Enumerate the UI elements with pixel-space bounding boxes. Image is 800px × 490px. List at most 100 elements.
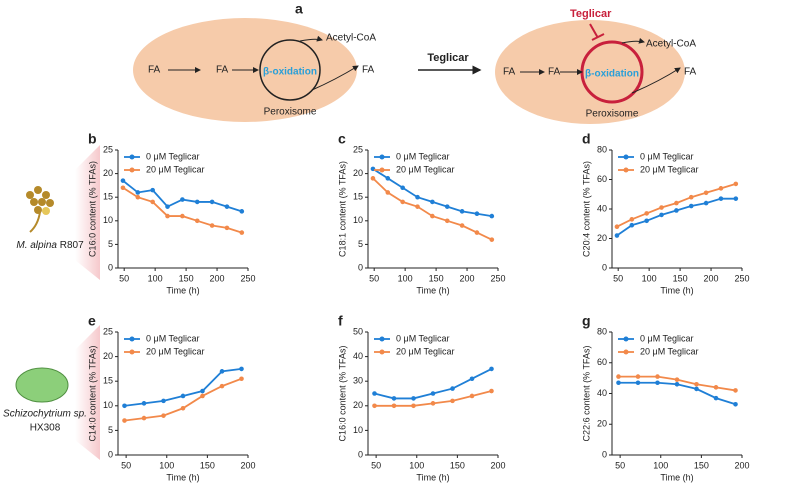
point [469, 376, 475, 382]
point [180, 393, 186, 399]
legend-label: 20 μM Teglicar [146, 164, 205, 174]
point [635, 374, 641, 379]
label: Peroxisome [264, 107, 317, 118]
y-tick-label: 5 [108, 425, 113, 435]
point [674, 381, 680, 387]
series-line [372, 177, 493, 241]
y-tick-label: 15 [103, 376, 113, 386]
legend-marker [379, 154, 385, 160]
point [430, 213, 435, 219]
point [372, 403, 377, 409]
y-tick-label: 20 [597, 233, 607, 243]
point [120, 178, 126, 183]
x-tick-label: 250 [490, 273, 505, 283]
point [694, 386, 699, 392]
point [209, 223, 215, 228]
point [200, 388, 205, 394]
legend-label: 0 μM Teglicar [146, 151, 200, 161]
legend-label: 0 μM Teglicar [640, 151, 694, 161]
y-tick-label: 20 [353, 168, 363, 178]
legend-marker [129, 167, 135, 173]
panel-label: g [582, 313, 591, 329]
organism-name: M. alpina [16, 240, 57, 251]
y-tick-label: 20 [353, 400, 363, 410]
point [616, 374, 621, 379]
arrow [621, 37, 645, 44]
x-tick-label: 50 [613, 273, 623, 283]
y-tick-label: 10 [103, 400, 113, 410]
y-tick-label: 50 [353, 326, 363, 336]
y-tick-label: 0 [358, 262, 363, 272]
point [733, 196, 739, 201]
legend-marker [379, 336, 385, 342]
point [616, 380, 621, 386]
label: Peroxisome [586, 109, 639, 120]
x-axis-title: Time (h) [166, 472, 199, 482]
point [450, 398, 455, 404]
y-tick-label: 60 [597, 357, 607, 367]
point [614, 224, 620, 229]
y-tick-label: 0 [108, 262, 113, 272]
bracket [75, 145, 100, 280]
x-tick-label: 200 [240, 460, 255, 470]
y-tick-label: 0 [108, 449, 113, 459]
point [733, 388, 738, 393]
point [161, 413, 166, 418]
legend-marker [623, 349, 629, 355]
point [614, 233, 620, 238]
y-tick-label: 10 [353, 215, 363, 225]
x-tick-label: 150 [200, 460, 215, 470]
point [194, 199, 200, 205]
point [644, 218, 649, 224]
x-tick-label: 150 [694, 460, 709, 470]
label: Acetyl-CoA [326, 33, 376, 44]
organism-name: Schizochytrium sp. [3, 409, 87, 420]
x-tick-label: 50 [119, 273, 129, 283]
point [224, 204, 230, 209]
y-tick-label: 40 [597, 388, 607, 398]
x-tick-label: 250 [240, 273, 255, 283]
point [655, 380, 660, 386]
legend-label: 20 μM Teglicar [396, 164, 455, 174]
point [459, 223, 465, 228]
y-tick-label: 0 [358, 449, 363, 459]
y-axis-title: C16:0 content (% TFAs) [87, 161, 97, 257]
panel-label: a [295, 1, 303, 17]
legend-marker [623, 154, 629, 160]
point [165, 213, 170, 219]
point [430, 401, 436, 406]
point [135, 194, 141, 200]
x-tick-label: 150 [179, 273, 194, 283]
point [674, 200, 679, 206]
point [180, 405, 186, 411]
arrow [631, 67, 681, 94]
point [674, 208, 679, 213]
point [141, 401, 147, 406]
y-tick-label: 15 [103, 192, 113, 202]
point [120, 185, 126, 191]
point [122, 418, 127, 423]
point [239, 230, 245, 235]
point [474, 211, 480, 217]
point [655, 374, 660, 379]
point [444, 218, 450, 224]
point [180, 213, 185, 219]
point [430, 391, 436, 396]
point [194, 218, 200, 224]
point [209, 199, 215, 205]
point [459, 209, 465, 214]
panel-label: f [338, 313, 343, 329]
point [688, 194, 694, 200]
series-line [372, 168, 492, 217]
legend-label: 0 μM Teglicar [146, 333, 200, 343]
x-tick-label: 250 [734, 273, 749, 283]
panel-label: d [582, 131, 591, 147]
legend-label: 0 μM Teglicar [396, 333, 450, 343]
point [141, 415, 147, 421]
y-tick-label: 30 [353, 376, 363, 386]
point [400, 199, 405, 205]
legend-marker [129, 336, 135, 342]
x-tick-label: 50 [615, 460, 625, 470]
label: FA [362, 65, 375, 76]
point [713, 395, 719, 401]
